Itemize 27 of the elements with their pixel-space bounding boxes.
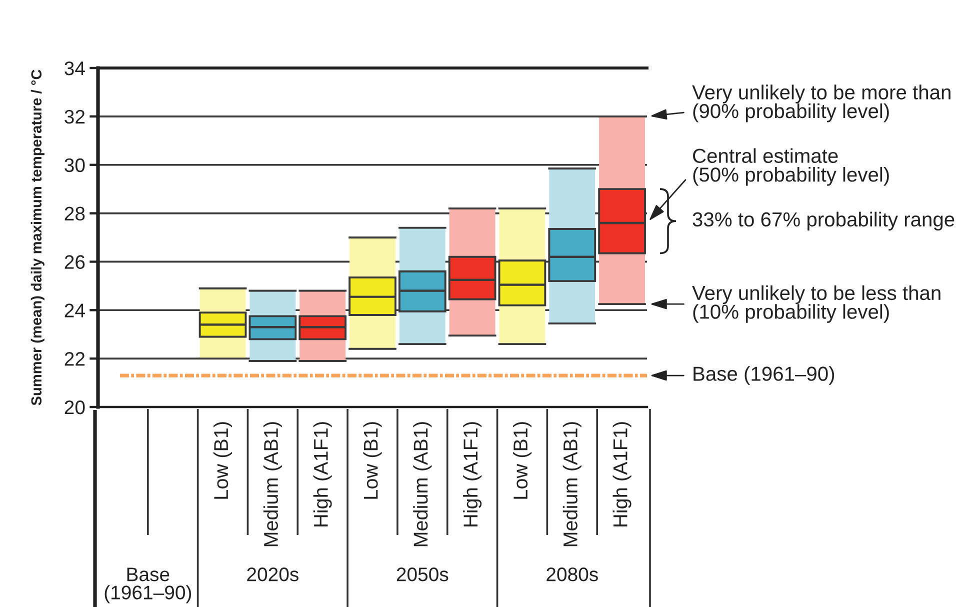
x-tick-label: Medium (AB1) (263, 422, 282, 546)
x-tick-label: High (A1F1) (612, 422, 632, 526)
text: 2080s (546, 568, 598, 582)
text: Base (1961–90) (104, 568, 192, 604)
x-tick-label: High (A1F1) (313, 422, 332, 526)
x-tick-label: Low (B1) (363, 422, 382, 499)
text: 2050s (396, 568, 448, 582)
y-axis-title: Summer (mean) daily maximum temperature / °C (30, 70, 44, 406)
y-tick-label: 28 (64, 206, 85, 221)
x-tick-label: High (A1F1) (463, 422, 482, 526)
y-tick-label: 24 (64, 304, 85, 318)
text: Very unlikely to be more than (90% probability level) (692, 84, 950, 122)
text: Central estimate (50% probability level) (693, 148, 889, 186)
y-tick-label: 20 (64, 400, 85, 414)
text: 33% to 67% probability range (692, 212, 954, 231)
y-tick-label: 22 (64, 352, 85, 366)
text: Very unlikely to be less than (10% probability level) (692, 285, 940, 323)
ref-line-label: Base (1961–90) (694, 366, 834, 385)
y-tick-label: 32 (64, 110, 85, 124)
text: 2020s (247, 568, 298, 582)
y-tick-label: 34 (64, 61, 85, 76)
x-tick-label: Medium (AB1) (562, 422, 582, 546)
y-tick-label: 30 (64, 158, 85, 172)
x-tick-label: Low (B1) (214, 422, 232, 499)
x-tick-label: Medium (AB1) (413, 422, 432, 546)
y-tick-label: 26 (64, 255, 85, 269)
x-tick-label: Low (B1) (512, 422, 532, 499)
